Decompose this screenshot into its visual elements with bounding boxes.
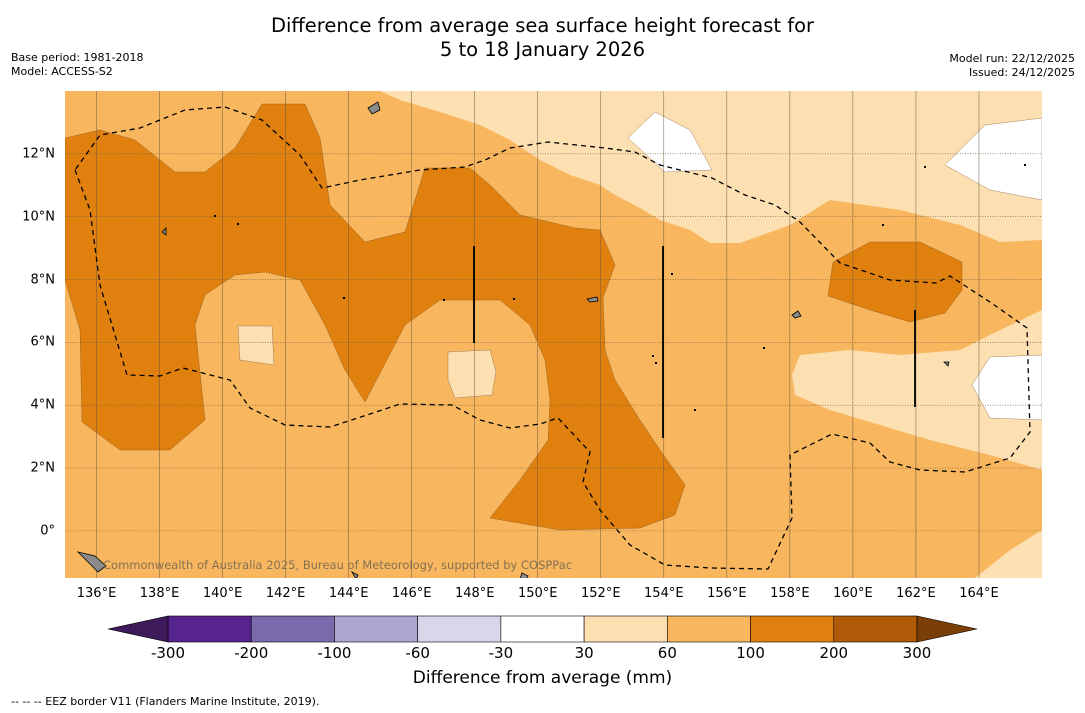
eez-border-west <box>74 106 1031 570</box>
colorbar-title: Difference from average (mm) <box>412 668 673 688</box>
colorbar-segment <box>250 615 335 643</box>
colorbar-segment <box>167 615 252 643</box>
colorbar-label: 60 <box>657 644 677 662</box>
colorbar-segment <box>833 615 918 643</box>
colorbar <box>107 615 978 643</box>
x-tick-label: 136°E <box>76 586 117 601</box>
colorbar-segment <box>667 615 751 643</box>
y-tick-label: 12°N <box>22 146 55 162</box>
colorbar-label: -30 <box>488 644 514 662</box>
y-tick-label: 6°N <box>30 334 56 350</box>
x-tick-label: 152°E <box>581 586 621 601</box>
small-island-dots <box>214 164 1026 411</box>
anomaly-30-60-region-north <box>380 91 1042 243</box>
model-name: Model: ACCESS-S2 <box>11 65 113 78</box>
anomaly-neutral-patch-north <box>627 111 713 173</box>
colorbar-label: -300 <box>150 644 186 662</box>
colorbar-segment <box>583 615 668 643</box>
colorbar-label: 300 <box>902 644 932 662</box>
x-tick-label: 162°E <box>896 586 936 601</box>
colorbar-segment <box>750 615 835 643</box>
colorbar-label: 100 <box>736 644 765 662</box>
y-tick-label: 8°N <box>30 272 56 288</box>
meta-right: Model run: 22/12/2025 Issued: 24/12/2025 <box>949 52 1075 80</box>
anomaly-30-60-patch-west <box>237 325 275 366</box>
colorbar-segment <box>500 615 585 643</box>
x-tick-label: 146°E <box>391 586 432 601</box>
colorbar-segment <box>417 615 502 643</box>
anomaly-100-200-region-west <box>65 103 686 531</box>
colorbar-low-extension <box>107 615 169 643</box>
colorbar-high-extension <box>916 615 978 643</box>
x-tick-label: 148°E <box>454 586 495 601</box>
colorbar-segment <box>334 615 418 643</box>
anomaly-neutral-patch-east <box>971 354 1042 421</box>
y-tick-label: 10°N <box>22 209 55 225</box>
x-tick-label: 154°E <box>644 586 684 601</box>
anomaly-100-200-region-east <box>827 241 963 323</box>
x-tick-label: 156°E <box>707 586 747 601</box>
colorbar-label: -200 <box>234 644 269 662</box>
x-tick-label: 160°E <box>833 586 873 601</box>
islands <box>76 101 950 578</box>
x-tick-label: 164°E <box>959 586 999 601</box>
base-period: Base period: 1981-2018 <box>11 51 144 64</box>
eez-footnote: -- -- -- EEZ border V11 (Flanders Marine… <box>11 695 320 708</box>
page-title: Difference from average sea surface heig… <box>0 14 1085 62</box>
title-line-2: 5 to 18 January 2026 <box>439 38 646 61</box>
colorbar-label: 200 <box>819 644 849 662</box>
issued-date: Issued: 24/12/2025 <box>968 66 1075 79</box>
x-tick-label: 150°E <box>517 586 558 601</box>
x-tick-label: 140°E <box>202 586 243 601</box>
x-tick-label: 142°E <box>265 586 306 601</box>
watermark: Commonwealth of Australia 2025, Bureau o… <box>103 558 573 572</box>
x-tick-label: 144°E <box>328 586 369 601</box>
colorbar-label: 30 <box>574 644 594 662</box>
y-tick-label: 0° <box>40 523 55 539</box>
colorbar-label: -100 <box>317 644 352 662</box>
data-gap-bars <box>473 246 916 438</box>
title-line-1: Difference from average sea surface heig… <box>270 14 815 37</box>
anomaly-30-60-region-east <box>792 310 1042 470</box>
y-tick-label: 2°N <box>30 460 56 476</box>
y-tick-label: 4°N <box>30 397 56 413</box>
x-tick-label: 138°E <box>139 586 180 601</box>
grid-lines <box>65 91 1042 578</box>
x-tick-label: 158°E <box>770 586 810 601</box>
anomaly-neutral-patch-northeast <box>944 117 1042 201</box>
model-run: Model run: 22/12/2025 <box>949 52 1075 65</box>
meta-left: Base period: 1981-2018 Model: ACCESS-S2 <box>11 51 143 79</box>
anomaly-30-60-region-southeast <box>975 530 1042 578</box>
anomaly-30-60-patch-central <box>447 349 497 399</box>
colorbar-label: -60 <box>405 644 430 662</box>
